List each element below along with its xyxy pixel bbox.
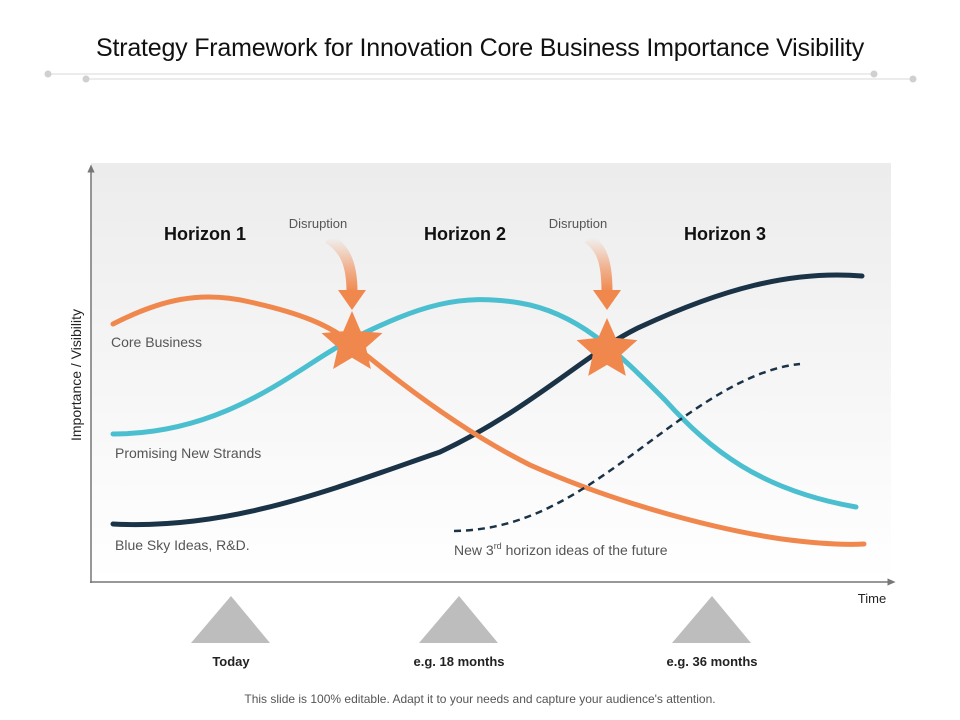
plot-background (91, 163, 891, 581)
milestone-36-months-triangle (672, 596, 751, 643)
future-ideas-curve (453, 362, 801, 533)
future-ideas-label-suffix: horizon ideas of the future (502, 542, 668, 558)
core-business-label: Core Business (111, 334, 202, 350)
milestone-18-months-triangle (419, 596, 498, 643)
promising-new-strands-label: Promising New Strands (115, 445, 261, 461)
disruption-2-star (576, 318, 638, 376)
disruption-1-arrow (324, 233, 366, 310)
core-business-curve (110, 294, 867, 547)
future-ideas-label-sup: rd (494, 541, 502, 551)
blue-sky-curve (110, 272, 865, 528)
x-axis-label: Time (858, 591, 886, 606)
blue-sky-label: Blue Sky Ideas, R&D. (115, 537, 250, 553)
horizon-2-label: Horizon 2 (424, 224, 506, 244)
milestone-today-label: Today (212, 654, 250, 669)
horizon-1-label: Horizon 1 (164, 224, 246, 244)
promising-new-strands-curve (110, 297, 859, 510)
title-divider (44, 70, 917, 83)
slide-title: Strategy Framework for Innovation Core B… (95, 34, 864, 62)
y-axis-label: Importance / Visibility (68, 309, 84, 441)
horizon-3-label: Horizon 3 (684, 224, 766, 244)
milestone-36-months-label: e.g. 36 months (666, 654, 757, 669)
disruption-2-label: Disruption (549, 216, 608, 231)
footer-note: This slide is 100% editable. Adapt it to… (244, 692, 716, 706)
disruption-1-star (321, 311, 383, 369)
future-ideas-label-prefix: New 3 (454, 542, 494, 558)
future-ideas-label: New 3rd horizon ideas of the future (454, 541, 668, 558)
disruption-1-label: Disruption (289, 216, 348, 231)
disruption-2-arrow (584, 233, 621, 310)
milestone-18-months-label: e.g. 18 months (413, 654, 504, 669)
milestone-today-triangle (191, 596, 270, 643)
